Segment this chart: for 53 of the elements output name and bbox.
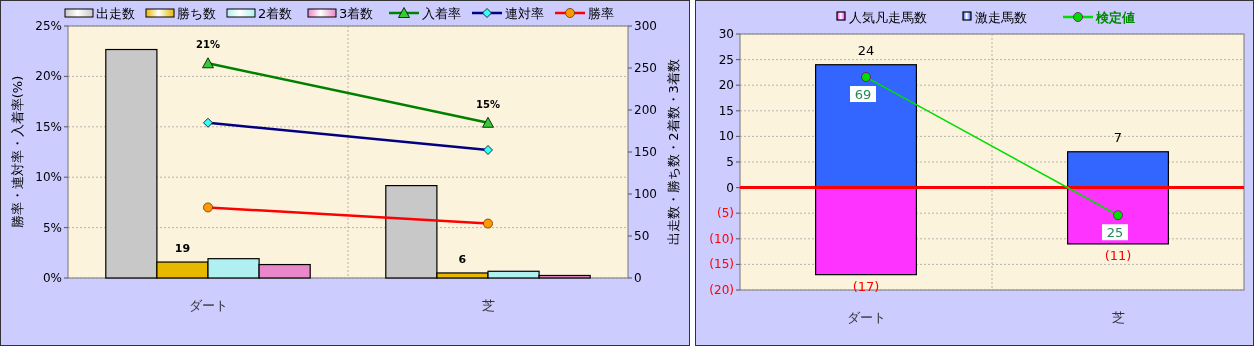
y-tick-label: 20%: [35, 69, 62, 84]
y2-tick-label: 100: [634, 187, 657, 201]
y-tick-label: 5%: [42, 220, 62, 235]
x-tick-label: ダート: [846, 310, 886, 325]
data-label: 21%: [196, 39, 220, 51]
y2-tick-label: 50: [634, 229, 650, 243]
y-axis-title: 勝率・連対率・入着率(%): [10, 75, 25, 229]
legend-label: 激走馬数: [975, 10, 1027, 25]
bar: [815, 187, 917, 276]
bar: [815, 64, 917, 189]
data-label: 24: [857, 42, 875, 58]
legend-label: 勝ち数: [177, 6, 216, 21]
y-tick-label: (10): [709, 231, 734, 246]
y-tick-label: (5): [717, 206, 734, 221]
y-tick-label: 25: [718, 52, 734, 67]
y-tick-label: 0: [726, 180, 734, 195]
y-tick-label: 10: [718, 129, 734, 144]
y2-tick-label: 0: [634, 271, 642, 285]
legend-label: 3着数: [339, 6, 374, 21]
y-tick-label: 15%: [35, 119, 62, 134]
y2-tick-label: 300: [634, 19, 657, 33]
data-label: (17): [852, 278, 880, 294]
data-label: 19: [174, 242, 191, 256]
x-tick-label: ダート: [188, 298, 228, 313]
y2-tick-label: 200: [634, 103, 657, 117]
data-label: 15%: [476, 98, 500, 110]
data-label: 25: [1106, 225, 1124, 241]
legend-label: 出走数: [96, 6, 135, 21]
data-label: (11): [1104, 247, 1132, 263]
y-tick-label: 30: [718, 27, 734, 41]
y-tick-label: 10%: [35, 170, 62, 185]
y-tick-label: 5: [726, 155, 734, 169]
legend-label: 検定値: [1095, 10, 1135, 25]
legend-label: 勝率: [588, 6, 614, 21]
data-label: 7: [1113, 129, 1123, 145]
x-tick-label: 芝: [1111, 310, 1125, 325]
legend-label: 2着数: [258, 6, 293, 21]
y-tick-label: 15: [718, 103, 734, 118]
legend-label: 人気凡走馬数: [849, 10, 927, 25]
y-tick-label: (20): [709, 283, 734, 297]
y-tick-label: 20: [718, 78, 734, 93]
legend-label: 入着率: [422, 6, 461, 21]
y-tick-label: 0%: [42, 271, 62, 285]
bar: [1067, 151, 1169, 189]
y2-axis-title: 出走数・勝ち数・2着数・3着数: [666, 59, 681, 245]
y2-tick-label: 250: [634, 61, 657, 75]
y2-tick-label: 150: [634, 145, 657, 159]
data-label: 6: [458, 252, 467, 266]
legend-label: 連対率: [505, 6, 544, 21]
x-tick-label: 芝: [481, 298, 495, 313]
y-tick-label: 25%: [35, 19, 62, 33]
data-label: 69: [854, 87, 872, 103]
y-tick-label: (15): [709, 257, 734, 272]
